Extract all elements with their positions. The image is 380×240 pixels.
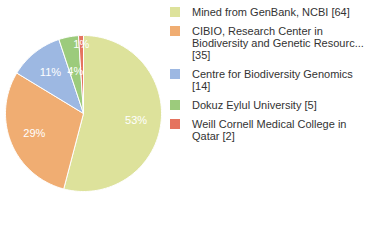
html-text:Centre for Biodiversity Genomi: Centre for Biodiversity Genomics [14]	[192, 68, 353, 92]
html-text:CIBIO, Research Center in Biod: CIBIO, Research Center in Biodiversity a…	[192, 25, 364, 61]
svg-text:4%: 4%	[67, 65, 83, 77]
svg-text:11%: 11%	[40, 66, 61, 78]
html-text:Weill Cornell Medical College: Weill Cornell Medical College in Qatar […	[192, 118, 347, 142]
svg-text:53%: 53%	[125, 114, 147, 126]
svg-text:29%: 29%	[23, 127, 45, 139]
html-text:Mined from GenBank, NCBI [64]: Mined from GenBank, NCBI [64]	[192, 6, 350, 18]
svg-text:1%: 1%	[73, 38, 89, 50]
html-text:Dokuz Eylul University [5]: Dokuz Eylul University [5]	[192, 99, 317, 111]
